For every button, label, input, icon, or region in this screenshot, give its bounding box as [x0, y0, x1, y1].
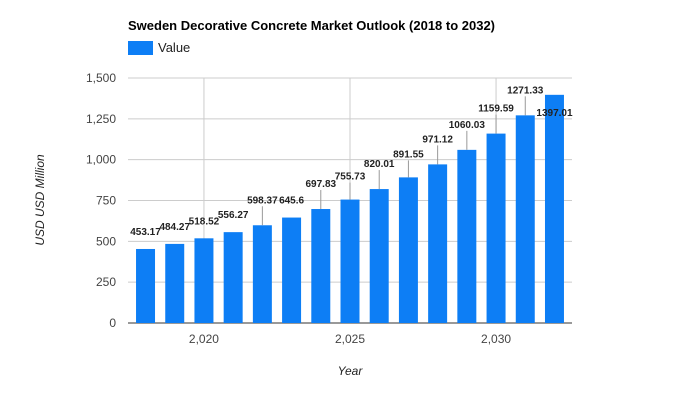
- legend-label-value: Value: [158, 40, 190, 55]
- data-label: 453.17: [130, 227, 161, 238]
- legend[interactable]: Value: [128, 40, 190, 55]
- chart-title: Sweden Decorative Concrete Market Outloo…: [128, 18, 495, 33]
- bar[interactable]: [369, 189, 389, 323]
- bar[interactable]: [515, 115, 535, 324]
- data-label: 598.37: [247, 195, 278, 206]
- x-axis-title: Year: [338, 364, 364, 378]
- y-tick-label: 750: [96, 194, 116, 208]
- y-tick-label: 1,500: [86, 71, 116, 85]
- data-label: 697.83: [305, 179, 336, 190]
- bar[interactable]: [136, 248, 156, 323]
- data-label: 755.73: [335, 172, 366, 183]
- bar[interactable]: [398, 177, 418, 323]
- data-label: 1397.01: [536, 108, 573, 119]
- x-tick-label: 2,020: [189, 332, 219, 346]
- bar[interactable]: [428, 164, 448, 323]
- x-tick-label: 2,030: [481, 332, 511, 346]
- bar[interactable]: [165, 243, 185, 323]
- bar[interactable]: [486, 133, 506, 323]
- data-label: 556.27: [218, 210, 249, 221]
- y-tick-label: 1,250: [86, 112, 116, 126]
- y-tick-label: 1,000: [86, 153, 116, 167]
- data-label: 971.12: [422, 134, 453, 145]
- x-tick-label: 2,025: [335, 332, 365, 346]
- data-label: 891.55: [393, 149, 424, 160]
- data-label: 820.01: [364, 159, 395, 170]
- bar[interactable]: [457, 149, 477, 323]
- data-label: 484.27: [159, 222, 190, 233]
- bar[interactable]: [194, 238, 214, 323]
- bar[interactable]: [252, 225, 272, 323]
- x-axis-ticks: 2,020 2,025 2,030: [189, 332, 511, 346]
- data-label: 1159.59: [478, 104, 514, 115]
- data-label-leaders: [261, 96, 526, 226]
- bars: [136, 94, 564, 324]
- data-label: 518.52: [189, 216, 220, 227]
- legend-swatch-value: [128, 41, 153, 55]
- y-tick-label: 500: [96, 234, 116, 248]
- bar[interactable]: [340, 199, 360, 323]
- bar[interactable]: [223, 232, 243, 323]
- data-label: 1060.03: [449, 120, 486, 131]
- bar[interactable]: [282, 217, 302, 323]
- y-tick-label: 250: [96, 275, 116, 289]
- data-label: 645.6: [279, 196, 304, 207]
- y-axis-ticks: 0 250 500 750 1,000 1,250 1,500: [86, 71, 116, 330]
- bar[interactable]: [544, 94, 564, 323]
- y-axis-title: USD USD Million: [33, 154, 47, 246]
- y-tick-label: 0: [109, 316, 116, 330]
- bar[interactable]: [311, 209, 331, 323]
- data-label: 1271.33: [507, 85, 544, 96]
